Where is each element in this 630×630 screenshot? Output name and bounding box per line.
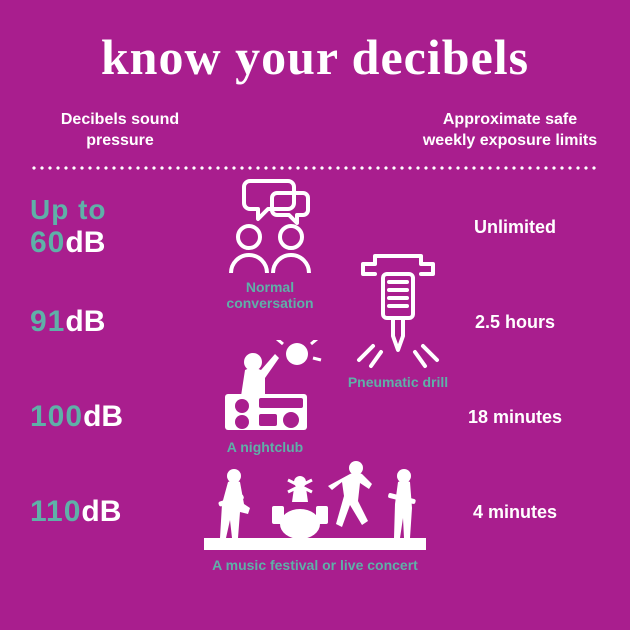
db-value: 91: [30, 305, 65, 338]
db-cell: 100dB: [30, 400, 200, 434]
infographic-page: know your decibels Decibels sound pressu…: [0, 0, 630, 630]
db-unit: dB: [81, 495, 121, 528]
table-row: 100dB 18 minutes: [30, 370, 600, 465]
limit-cell: 2.5 hours: [430, 312, 600, 333]
table-row: 91dB 2.5 hours: [30, 275, 600, 370]
db-value: 110: [30, 495, 81, 528]
header-right: Approximate safe weekly exposure limits: [420, 110, 600, 152]
header-left: Decibels sound pressure: [30, 110, 210, 152]
limit-cell: 18 minutes: [430, 407, 600, 428]
db-cell: 91dB: [30, 305, 200, 339]
db-cell: Up to 60dB: [30, 194, 200, 260]
limit-cell: Unlimited: [430, 217, 600, 238]
db-cell: 110dB: [30, 495, 200, 529]
db-unit: dB: [65, 305, 105, 338]
data-rows: Up to 60dB Unlimited 91dB 2.5 hours 100d…: [30, 180, 600, 560]
db-value: 100: [30, 400, 83, 433]
page-title: know your decibels: [30, 28, 600, 86]
db-prefix: Up to: [30, 194, 200, 226]
db-unit: dB: [65, 226, 105, 259]
db-value: 60: [30, 226, 65, 259]
table-row: 110dB 4 minutes: [30, 465, 600, 560]
table-row: Up to 60dB Unlimited: [30, 180, 600, 275]
dotted-divider: [30, 166, 600, 170]
limit-cell: 4 minutes: [430, 502, 600, 523]
db-unit: dB: [83, 400, 123, 433]
column-headers: Decibels sound pressure Approximate safe…: [30, 110, 600, 152]
